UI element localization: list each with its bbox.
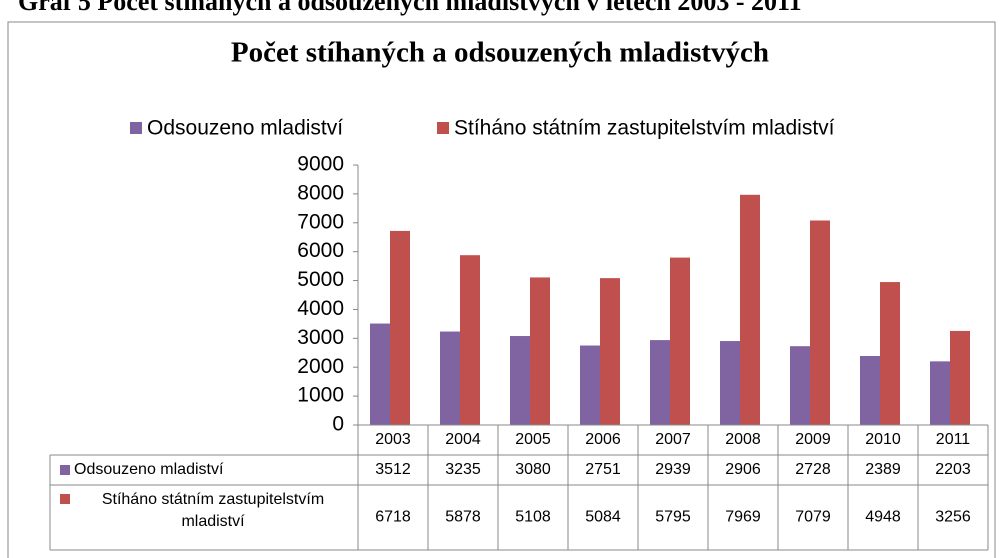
table-value: 7969 bbox=[725, 509, 761, 526]
y-tick-label: 7000 bbox=[297, 210, 344, 233]
bar bbox=[880, 282, 900, 425]
x-tick-label: 2005 bbox=[515, 431, 551, 448]
bar bbox=[930, 361, 950, 425]
bar bbox=[790, 346, 810, 425]
table-swatch bbox=[60, 465, 70, 475]
table-value: 3235 bbox=[445, 461, 481, 478]
table-value: 2906 bbox=[725, 461, 761, 478]
table-value: 7079 bbox=[795, 509, 831, 526]
bar bbox=[510, 336, 530, 425]
table-value: 5108 bbox=[515, 509, 551, 526]
legend-swatch bbox=[437, 122, 449, 134]
bar bbox=[720, 341, 740, 425]
y-tick-label: 2000 bbox=[297, 355, 344, 378]
y-tick-label: 8000 bbox=[297, 181, 344, 204]
y-tick-label: 4000 bbox=[297, 297, 344, 320]
bar bbox=[600, 278, 620, 425]
legend-label: Stíháno státním zastupitelstvím mladistv… bbox=[454, 117, 835, 140]
bar bbox=[670, 257, 690, 425]
x-tick-label: 2003 bbox=[375, 431, 411, 448]
table-value: 3080 bbox=[515, 461, 551, 478]
y-tick-label: 5000 bbox=[297, 268, 344, 291]
bar bbox=[950, 330, 970, 425]
y-tick-label: 0 bbox=[332, 413, 344, 436]
y-tick-label: 6000 bbox=[297, 239, 344, 262]
table-label-box: Odsouzeno mladiství bbox=[74, 461, 224, 478]
bar bbox=[740, 194, 760, 425]
bar bbox=[370, 323, 390, 425]
table-value: 2389 bbox=[865, 461, 901, 478]
x-tick-label: 2010 bbox=[865, 431, 901, 448]
x-tick-label: 2004 bbox=[445, 431, 481, 448]
y-tick-label: 9000 bbox=[297, 153, 344, 176]
table-value: 6718 bbox=[375, 509, 411, 526]
bar bbox=[440, 331, 460, 425]
table-swatch bbox=[60, 494, 70, 504]
chart-frame bbox=[7, 21, 996, 558]
table-value: 3256 bbox=[935, 509, 971, 526]
bar bbox=[580, 345, 600, 425]
table-value: 3512 bbox=[375, 461, 411, 478]
legend-label: Odsouzeno mladiství bbox=[147, 117, 343, 140]
x-tick-label: 2008 bbox=[725, 431, 761, 448]
table-value: 2751 bbox=[585, 461, 621, 478]
table-row-label: Stíháno státním zastupitelstvím mladistv… bbox=[101, 491, 325, 530]
bar bbox=[530, 277, 550, 425]
bar bbox=[810, 220, 830, 425]
bar bbox=[650, 340, 670, 425]
x-tick-label: 2006 bbox=[585, 431, 621, 448]
table-value: 2203 bbox=[935, 461, 971, 478]
y-tick-label: 3000 bbox=[297, 326, 344, 349]
table-value: 2728 bbox=[795, 461, 831, 478]
legend-swatch bbox=[130, 122, 142, 134]
table-row-label: Odsouzeno mladiství bbox=[74, 461, 224, 478]
bar bbox=[390, 230, 410, 425]
x-tick-label: 2009 bbox=[795, 431, 831, 448]
x-tick-label: 2007 bbox=[655, 431, 691, 448]
table-value: 2939 bbox=[655, 461, 691, 478]
table-value: 4948 bbox=[865, 509, 901, 526]
table-value: 5878 bbox=[445, 509, 481, 526]
table-value: 5795 bbox=[655, 509, 691, 526]
table-value: 5084 bbox=[585, 509, 621, 526]
y-tick-label: 1000 bbox=[297, 384, 344, 407]
bar bbox=[460, 255, 480, 425]
table-label-box: Stíháno státním zastupitelstvím mladistv… bbox=[101, 491, 325, 530]
x-tick-label: 2011 bbox=[936, 431, 971, 448]
heading: Graf 5 Počet stíhaných a odsouzených mla… bbox=[18, 0, 802, 16]
chart-title: Počet stíhaných a odsouzených mladistvýc… bbox=[231, 37, 769, 69]
bar bbox=[860, 355, 880, 425]
